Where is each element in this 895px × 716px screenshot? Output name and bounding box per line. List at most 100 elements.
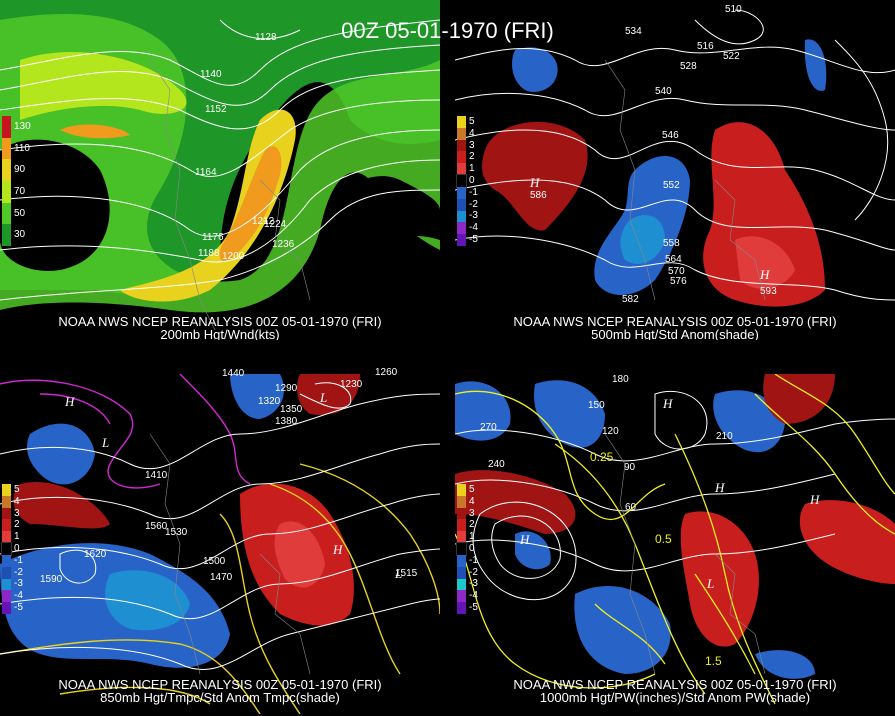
legend-label: 5	[14, 483, 20, 495]
legend-label: 1	[469, 531, 475, 543]
contour-label: 1260	[375, 367, 398, 378]
map-title: 00Z 05-01-1970 (FRI)	[341, 18, 554, 43]
contour-label: 1440	[222, 368, 245, 379]
high-pressure-symbol: H	[760, 267, 770, 282]
legend-200mb: 130 110 90 70 50 30	[2, 116, 42, 247]
contour-label: 1188	[198, 248, 220, 259]
legend-swatch	[457, 186, 466, 200]
contour-label: 1320	[258, 396, 281, 407]
legend-swatch	[457, 590, 466, 603]
contour-label: 1470	[210, 572, 233, 583]
legend-swatch	[457, 495, 466, 509]
legend-label: 0	[469, 543, 475, 554]
low-pressure-symbol: L	[320, 390, 328, 405]
contour-label: 1515	[395, 568, 418, 579]
legend-label: -2	[469, 198, 478, 210]
legend-swatch	[2, 495, 11, 509]
legend-label: 0	[469, 175, 475, 186]
contour-label: 60	[625, 502, 637, 513]
legend-swatch	[2, 531, 11, 544]
anom-pos-east	[799, 500, 895, 584]
contour-label: 1140	[200, 69, 222, 80]
legend-label: -2	[469, 566, 478, 578]
contour-label: 1.5	[705, 654, 722, 668]
contour-label: 0.25	[590, 450, 614, 464]
high-pressure-symbol: H	[530, 175, 540, 190]
coastlines	[604, 433, 766, 675]
anom-neg-pacific	[515, 531, 551, 570]
legend-label: -3	[469, 210, 478, 222]
anom-pos-central	[680, 511, 759, 647]
map-200mb	[0, 0, 440, 340]
contour-label: 582	[622, 294, 639, 305]
legend-swatch	[2, 159, 11, 182]
high-pressure-symbol: H	[520, 532, 530, 547]
high-pressure-symbol: H	[65, 394, 75, 409]
legend-label: 50	[14, 207, 26, 219]
legend-swatch	[2, 507, 11, 520]
anom-pos-pacific	[482, 121, 588, 231]
contour-label: 534	[625, 26, 642, 37]
contour-label: 1350	[280, 404, 303, 415]
warm-temp-contours	[0, 463, 440, 714]
legend-label: 2	[469, 151, 475, 163]
contour-label: 1200	[222, 251, 245, 262]
caption-850mb-line1: NOAA NWS NCEP REANALYSIS 00Z 05-01-1970 …	[58, 677, 382, 692]
contour-label: 552	[663, 180, 680, 191]
legend-850mb: 5 4 3 2 1 0 -1 -2 -3 -4 -5	[1, 483, 42, 615]
legend-label: 30	[14, 229, 26, 241]
contour-label: 90	[624, 462, 636, 473]
legend-swatch	[457, 116, 466, 129]
legend-swatch	[2, 137, 11, 160]
contour-label: 1164	[195, 167, 217, 178]
anom-neg-nw	[27, 423, 95, 485]
legend-swatch	[457, 139, 466, 152]
contour-label: 516	[697, 41, 714, 52]
anom-pos-north	[297, 374, 360, 415]
height-contours	[0, 382, 440, 670]
legend-swatch	[2, 202, 11, 225]
contour-label: 510	[725, 4, 742, 15]
anom-neg-north	[534, 380, 605, 448]
legend-swatch	[457, 578, 466, 591]
anom-neg-nw	[512, 47, 558, 92]
legend-label: -3	[469, 578, 478, 590]
legend-swatch	[457, 519, 466, 532]
low-pressure-symbol: L	[395, 566, 403, 581]
contour-label: 270	[480, 422, 497, 433]
legend-label: 5	[469, 115, 475, 127]
legend-label: -1	[469, 186, 478, 198]
height-contours	[455, 9, 895, 301]
panel-850mb: 5 4 3 2 1 0 -1 -2 -3 -4 -5 NOAA NWS NCEP REANALYSI…	[0, 374, 440, 714]
contour-label: 1128	[255, 32, 277, 43]
legend-swatch	[456, 174, 467, 189]
panel-200mb: 130 110 90 70 50 30 NOAA NWS NCEP REANALYSIS …	[0, 0, 440, 340]
legend-swatch	[457, 484, 466, 497]
legend-label: 4	[469, 127, 475, 139]
anom-pos-west	[13, 482, 110, 529]
contour-label: 1380	[275, 416, 298, 427]
wind-shade-70	[20, 51, 187, 120]
contour-label: 1236	[272, 239, 295, 250]
legend-swatch	[457, 234, 466, 247]
contour-label: 570	[668, 266, 685, 277]
legend-label: 1	[14, 531, 20, 543]
coastlines	[149, 59, 311, 331]
legend-swatch	[457, 566, 466, 580]
legend-label: -4	[14, 590, 23, 602]
wind-shade-90	[120, 109, 296, 302]
contour-label: 593	[760, 286, 777, 297]
legend-swatch	[1, 542, 12, 557]
caption-850mb-line2: 850mb Hgt/Tmpc/Std Anom Tmpc(shade)	[100, 690, 340, 705]
legend-label: 110	[14, 142, 30, 154]
legend-swatch	[457, 507, 466, 520]
legend-swatch	[457, 127, 466, 141]
contour-label: 1152	[205, 104, 227, 115]
caption-1000mb-line2: 1000mb Hgt/PW(inches)/Std Anom PW(shade)	[539, 690, 811, 705]
map-850mb	[0, 374, 440, 714]
contour-label: 1590	[40, 574, 63, 585]
wind-jet-west	[60, 124, 130, 139]
contour-label: 1500	[203, 556, 226, 567]
wind-shade-110	[219, 146, 282, 262]
anom-neg-north	[230, 374, 284, 419]
